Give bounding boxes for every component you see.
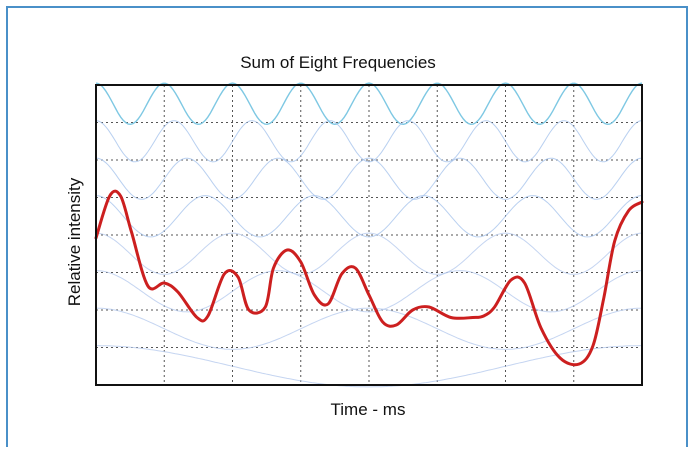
- y-axis-label: Relative intensity: [65, 177, 84, 306]
- component-wave: [95, 232, 643, 275]
- plot-area: [95, 84, 643, 386]
- component-wave: [95, 157, 643, 200]
- sum-line: [94, 189, 644, 367]
- x-axis-label: Time - ms: [331, 400, 406, 419]
- sum-series: [94, 189, 644, 367]
- chart: Sum of Eight Frequencies Time - ms Relat…: [65, 53, 644, 419]
- component-wave: [95, 307, 643, 350]
- component-wave: [95, 195, 643, 238]
- component-wave: [95, 120, 643, 163]
- chart-title: Sum of Eight Frequencies: [240, 53, 436, 72]
- grid: [96, 85, 642, 385]
- component-waves: [95, 82, 643, 388]
- chart-frame: Sum of Eight Frequencies Time - ms Relat…: [6, 6, 688, 447]
- component-wave: [95, 270, 643, 313]
- component-wave: [95, 82, 643, 126]
- component-wave: [96, 345, 642, 388]
